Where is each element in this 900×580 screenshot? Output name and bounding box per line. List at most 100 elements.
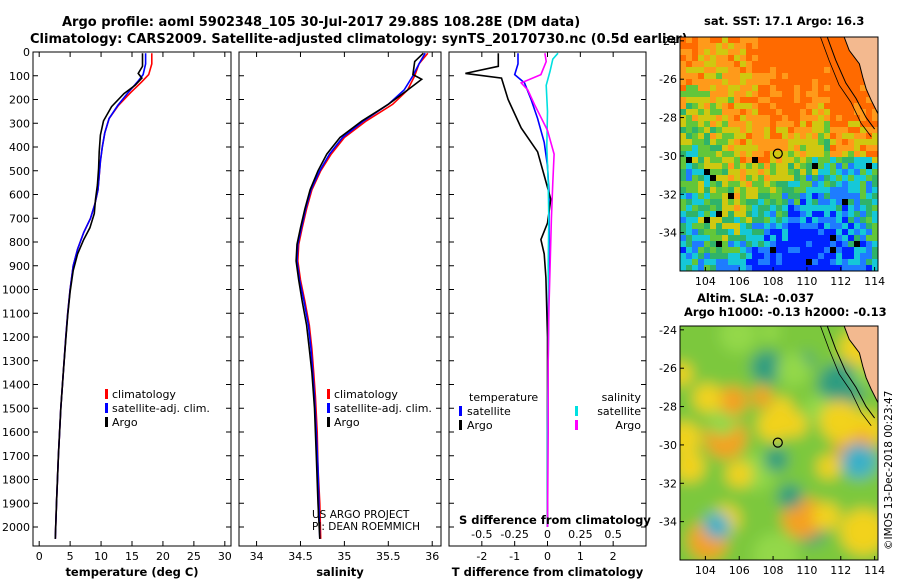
sst-cell <box>758 109 764 115</box>
sst-cell <box>782 37 788 43</box>
sla-blob <box>750 350 784 384</box>
sst-cell <box>794 61 800 67</box>
sst-cell <box>764 49 770 55</box>
sst-cell <box>746 103 752 109</box>
sst-cell <box>740 247 746 253</box>
legend-label: Argo <box>334 416 360 429</box>
sst-cell <box>734 217 740 223</box>
sst-cell <box>782 253 788 259</box>
sst-cell <box>842 55 848 61</box>
sst-cell <box>758 265 764 271</box>
sst-cell <box>794 145 800 151</box>
sst-cell <box>680 205 686 211</box>
sst-cell <box>764 37 770 43</box>
sst-cell <box>722 103 728 109</box>
sst-cell <box>854 85 860 91</box>
sst-cell <box>770 73 776 79</box>
sst-cell <box>722 175 728 181</box>
sst-cell <box>704 265 710 271</box>
sst-cell <box>740 49 746 55</box>
sst-cell <box>788 127 794 133</box>
sst-cell <box>842 127 848 133</box>
sst-cell <box>710 97 716 103</box>
sst-cell <box>710 115 716 121</box>
sst-cell <box>770 85 776 91</box>
sst-cell <box>860 121 866 127</box>
sst-cell <box>872 127 878 133</box>
sst-cell <box>722 79 728 85</box>
sst-cell <box>848 145 854 151</box>
sla-blob <box>680 421 702 455</box>
sst-cell <box>806 133 812 139</box>
sst-cell <box>854 109 860 115</box>
sst-cell <box>788 259 794 265</box>
sst-cell <box>860 253 866 259</box>
sst-cell <box>740 115 746 121</box>
sst-cell <box>716 241 722 247</box>
sst-cell <box>782 247 788 253</box>
x-tick-label: 114 <box>864 564 885 577</box>
sst-cell <box>848 175 854 181</box>
sst-cell <box>764 235 770 241</box>
sst-cell <box>818 199 824 205</box>
sst-cell <box>782 229 788 235</box>
sst-cell <box>818 223 824 229</box>
sst-cell <box>824 121 830 127</box>
sst-cell <box>698 145 704 151</box>
sst-cell <box>836 85 842 91</box>
sst-cell <box>728 259 734 265</box>
sst-cell <box>806 205 812 211</box>
sst-cell <box>830 199 836 205</box>
sst-cell <box>794 109 800 115</box>
sst-cell <box>728 193 734 199</box>
sst-cell <box>872 229 878 235</box>
sst-cell <box>746 169 752 175</box>
sst-cell <box>764 127 770 133</box>
sst-cell <box>746 253 752 259</box>
sst-cell <box>758 241 764 247</box>
sst-cell <box>746 127 752 133</box>
sst-cell <box>746 163 752 169</box>
sst-cell <box>716 211 722 217</box>
sst-cell <box>794 217 800 223</box>
sst-cell <box>818 241 824 247</box>
sst-cell <box>692 133 698 139</box>
sst-cell <box>758 49 764 55</box>
x-tick-label: 106 <box>729 564 750 577</box>
sst-cell <box>830 145 836 151</box>
sst-cell <box>782 235 788 241</box>
sst-cell <box>692 253 698 259</box>
sst-cell <box>680 253 686 259</box>
sst-cell <box>824 103 830 109</box>
temperature-panel: 0100200300400500600700800900100011001200… <box>2 46 232 579</box>
sst-cell <box>692 211 698 217</box>
sst-cell <box>698 49 704 55</box>
sst-cell <box>716 43 722 49</box>
sst-cell <box>716 163 722 169</box>
sst-cell <box>818 49 824 55</box>
sst-cell <box>848 79 854 85</box>
sst-cell <box>824 85 830 91</box>
sst-cell <box>824 265 830 271</box>
x-tick-label: 20 <box>156 550 170 563</box>
sst-cell <box>848 103 854 109</box>
sst-cell <box>806 151 812 157</box>
sst-cell <box>812 163 818 169</box>
sst-cell <box>860 91 866 97</box>
sst-cell <box>716 175 722 181</box>
sst-cell <box>686 133 692 139</box>
sst-cell <box>854 61 860 67</box>
sst-cell <box>812 97 818 103</box>
sst-cell <box>872 109 878 115</box>
sst-cell <box>782 157 788 163</box>
sst-cell <box>728 127 734 133</box>
sst-cell <box>728 49 734 55</box>
sst-cell <box>842 175 848 181</box>
sst-cell <box>758 121 764 127</box>
sst-cell <box>722 61 728 67</box>
sst-cell <box>698 37 704 43</box>
sst-cell <box>698 157 704 163</box>
sst-cell <box>788 199 794 205</box>
sst-cell <box>716 61 722 67</box>
sst-cell <box>692 73 698 79</box>
